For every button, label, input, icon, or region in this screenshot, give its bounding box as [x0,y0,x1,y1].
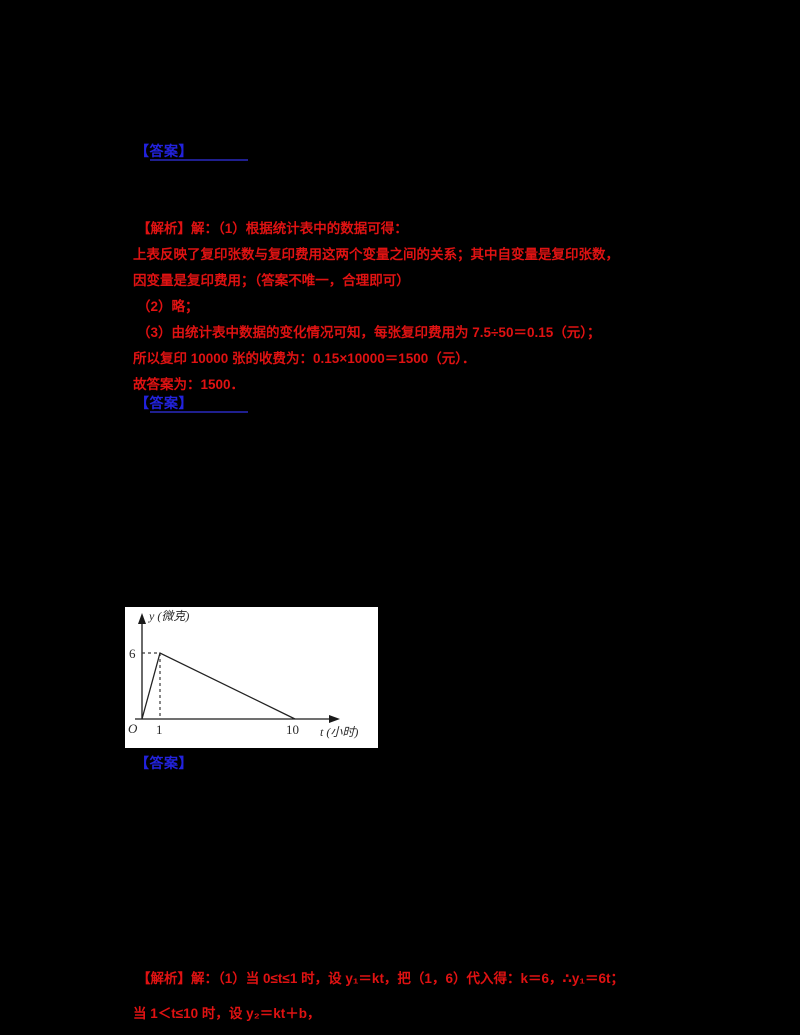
solution1-line-3: 因变量是复印费用；（答案不唯一，合理即可） [133,273,410,288]
solution-block-2: 【解析】解：（1）当 0≤t≤1 时，设 y₁＝kt，把（1，6）代入得：k＝6… [133,961,693,1031]
x-tick-1: 1 [156,722,163,737]
answer-label-1: 【答案】 [135,143,193,159]
solution1-line-4: （2）略； [137,299,199,314]
function-graph-figure: y (微克) 6 O 1 10 t (小时) [125,607,378,748]
data-line [141,652,296,720]
concentration-time-chart: y (微克) 6 O 1 10 t (小时) [128,609,358,739]
solution1-line-5: （3）由统计表中数据的变化情况可知，每张复印费用为 7.5÷50＝0.15（元）… [137,325,601,340]
answer-blank-underline-1 [150,159,248,161]
solution2-line-2: 当 1＜t≤10 时，设 y₂＝kt＋b， [133,1006,321,1021]
solution2-line-1: 【解析】解：（1）当 0≤t≤1 时，设 y₁＝kt，把（1，6）代入得：k＝6… [137,971,624,986]
y-axis-arrow-icon [138,613,146,624]
solution1-line-1: 【解析】解：（1）根据统计表中的数据可得： [137,221,408,236]
x-tick-10: 10 [286,722,299,737]
answer-label-3: 【答案】 [135,755,193,771]
solution1-line-7: 故答案为：1500． [133,377,245,392]
y-axis-label: y (微克) [148,609,189,623]
origin-label: O [128,721,138,736]
answer-blank-underline-2 [150,411,248,413]
y-tick-6: 6 [129,646,136,661]
solution1-line-6: 所以复印 10000 张的收费为：0.15×10000＝1500（元）． [133,351,476,366]
answer-label-2: 【答案】 [135,395,193,411]
x-axis-label: t (小时) [320,725,358,739]
solution-block-1: 【解析】解：（1）根据统计表中的数据可得： 上表反映了复印张数与复印费用这两个变… [133,216,693,398]
solution1-line-2: 上表反映了复印张数与复印费用这两个变量之间的关系；其中自变量是复印张数， [133,247,619,262]
x-axis-arrow-icon [329,715,340,723]
